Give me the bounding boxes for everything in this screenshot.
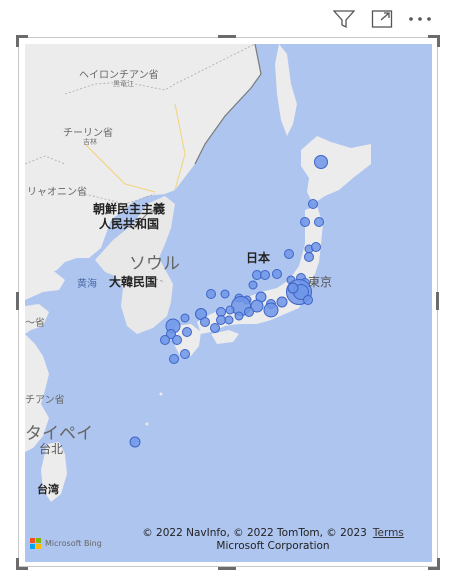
- mainland-land: [25, 44, 261, 290]
- label-tokyo: 東京: [308, 275, 333, 289]
- label-yellow-sea: 黄海: [77, 279, 97, 290]
- bubble: [314, 217, 324, 227]
- label-heilongjiang: ヘイロンチアン省: [79, 70, 159, 81]
- china-coast-land: [25, 334, 49, 452]
- resize-handle-left[interactable]: [16, 292, 19, 310]
- label-fujian: チアン省: [25, 395, 65, 406]
- bubble: [234, 311, 244, 321]
- label-jilin-sub: 吉林: [83, 138, 97, 146]
- shandong-land: [25, 304, 49, 334]
- bubble: [304, 252, 314, 262]
- resize-handle-bottom[interactable]: [218, 567, 236, 570]
- bing-label: Microsoft Bing: [45, 539, 102, 548]
- label-jilin: チーリン省: [63, 128, 113, 139]
- label-taiwan: 台湾: [37, 483, 59, 496]
- bubble: [311, 242, 321, 252]
- bubble: [276, 296, 288, 308]
- label-liaoning: リャオニン省: [27, 187, 87, 198]
- filter-icon[interactable]: [332, 8, 356, 30]
- resize-handle-top-right[interactable]: [428, 35, 440, 47]
- resize-handle-bottom-right[interactable]: [428, 558, 440, 570]
- bubble: [220, 289, 230, 299]
- bubble: [308, 199, 318, 209]
- bubble: [303, 295, 313, 305]
- bubble: [225, 305, 235, 315]
- label-taipei-sub: 台北: [39, 442, 64, 456]
- focus-mode-icon[interactable]: [370, 8, 394, 30]
- bubble: [180, 349, 190, 359]
- map-attribution: © 2022 NavInfo, © 2022 TomTom, © 2023 Ter…: [138, 527, 408, 553]
- korea-land: [95, 196, 175, 334]
- label-seoul: ソウル: [129, 254, 180, 274]
- bubble: [210, 323, 220, 333]
- bing-logo[interactable]: Microsoft Bing: [30, 538, 102, 549]
- bubble: [160, 335, 170, 345]
- label-south-korea: 大韓民国: [109, 275, 158, 289]
- bubble-layer: [129, 155, 328, 448]
- bubble: [216, 315, 226, 325]
- attribution-line1: © 2022 NavInfo, © 2022 TomTom, © 2023: [142, 527, 367, 539]
- bubble: [260, 270, 270, 280]
- bubble: [129, 436, 141, 448]
- terms-link[interactable]: Terms: [372, 527, 404, 539]
- bubble: [166, 329, 176, 339]
- resize-handle-right[interactable]: [436, 292, 439, 310]
- label-zhejiang: 〜省: [25, 318, 45, 329]
- label-north-korea-1: 朝鮮民主主義: [93, 202, 166, 216]
- kyushu-land: [175, 324, 201, 358]
- map-canvas[interactable]: ヘイロンチアン省 黒竜江 チーリン省 吉林 リャオニン省 朝鮮民主主義 人民共和…: [25, 44, 432, 562]
- resize-handle-top[interactable]: [218, 35, 236, 38]
- label-north-korea-2: 人民共和国: [99, 217, 160, 231]
- visual-header: [332, 8, 432, 30]
- bubble: [200, 317, 210, 327]
- label-taipei: タイペイ: [25, 424, 93, 444]
- liaodong-land: [25, 268, 65, 300]
- bubble: [224, 315, 234, 325]
- bubble: [244, 307, 254, 317]
- bubble: [248, 280, 258, 290]
- taiwan-land: [41, 442, 67, 502]
- bubble: [272, 269, 282, 279]
- label-japan: 日本: [246, 251, 271, 265]
- hokkaido-land: [301, 136, 371, 204]
- microsoft-logo-icon: [30, 538, 41, 549]
- bubble: [263, 302, 279, 318]
- resize-handle-bottom-left[interactable]: [16, 558, 28, 570]
- bubble: [287, 282, 299, 294]
- bubble: [172, 335, 182, 345]
- attribution-line2: Microsoft Corporation: [216, 540, 330, 552]
- bubble: [169, 354, 179, 364]
- bubble: [206, 289, 216, 299]
- bubble: [182, 327, 192, 337]
- shikoku-land: [211, 330, 239, 344]
- bubble: [180, 313, 190, 323]
- more-options-icon[interactable]: [408, 8, 432, 30]
- bubble: [284, 249, 294, 259]
- resize-handle-top-left[interactable]: [16, 35, 28, 47]
- label-heilongjiang-sub: 黒竜江: [113, 80, 134, 88]
- bubble: [314, 155, 328, 169]
- map-svg: [25, 44, 432, 562]
- sakhalin-land: [275, 44, 297, 136]
- bubble: [300, 217, 310, 227]
